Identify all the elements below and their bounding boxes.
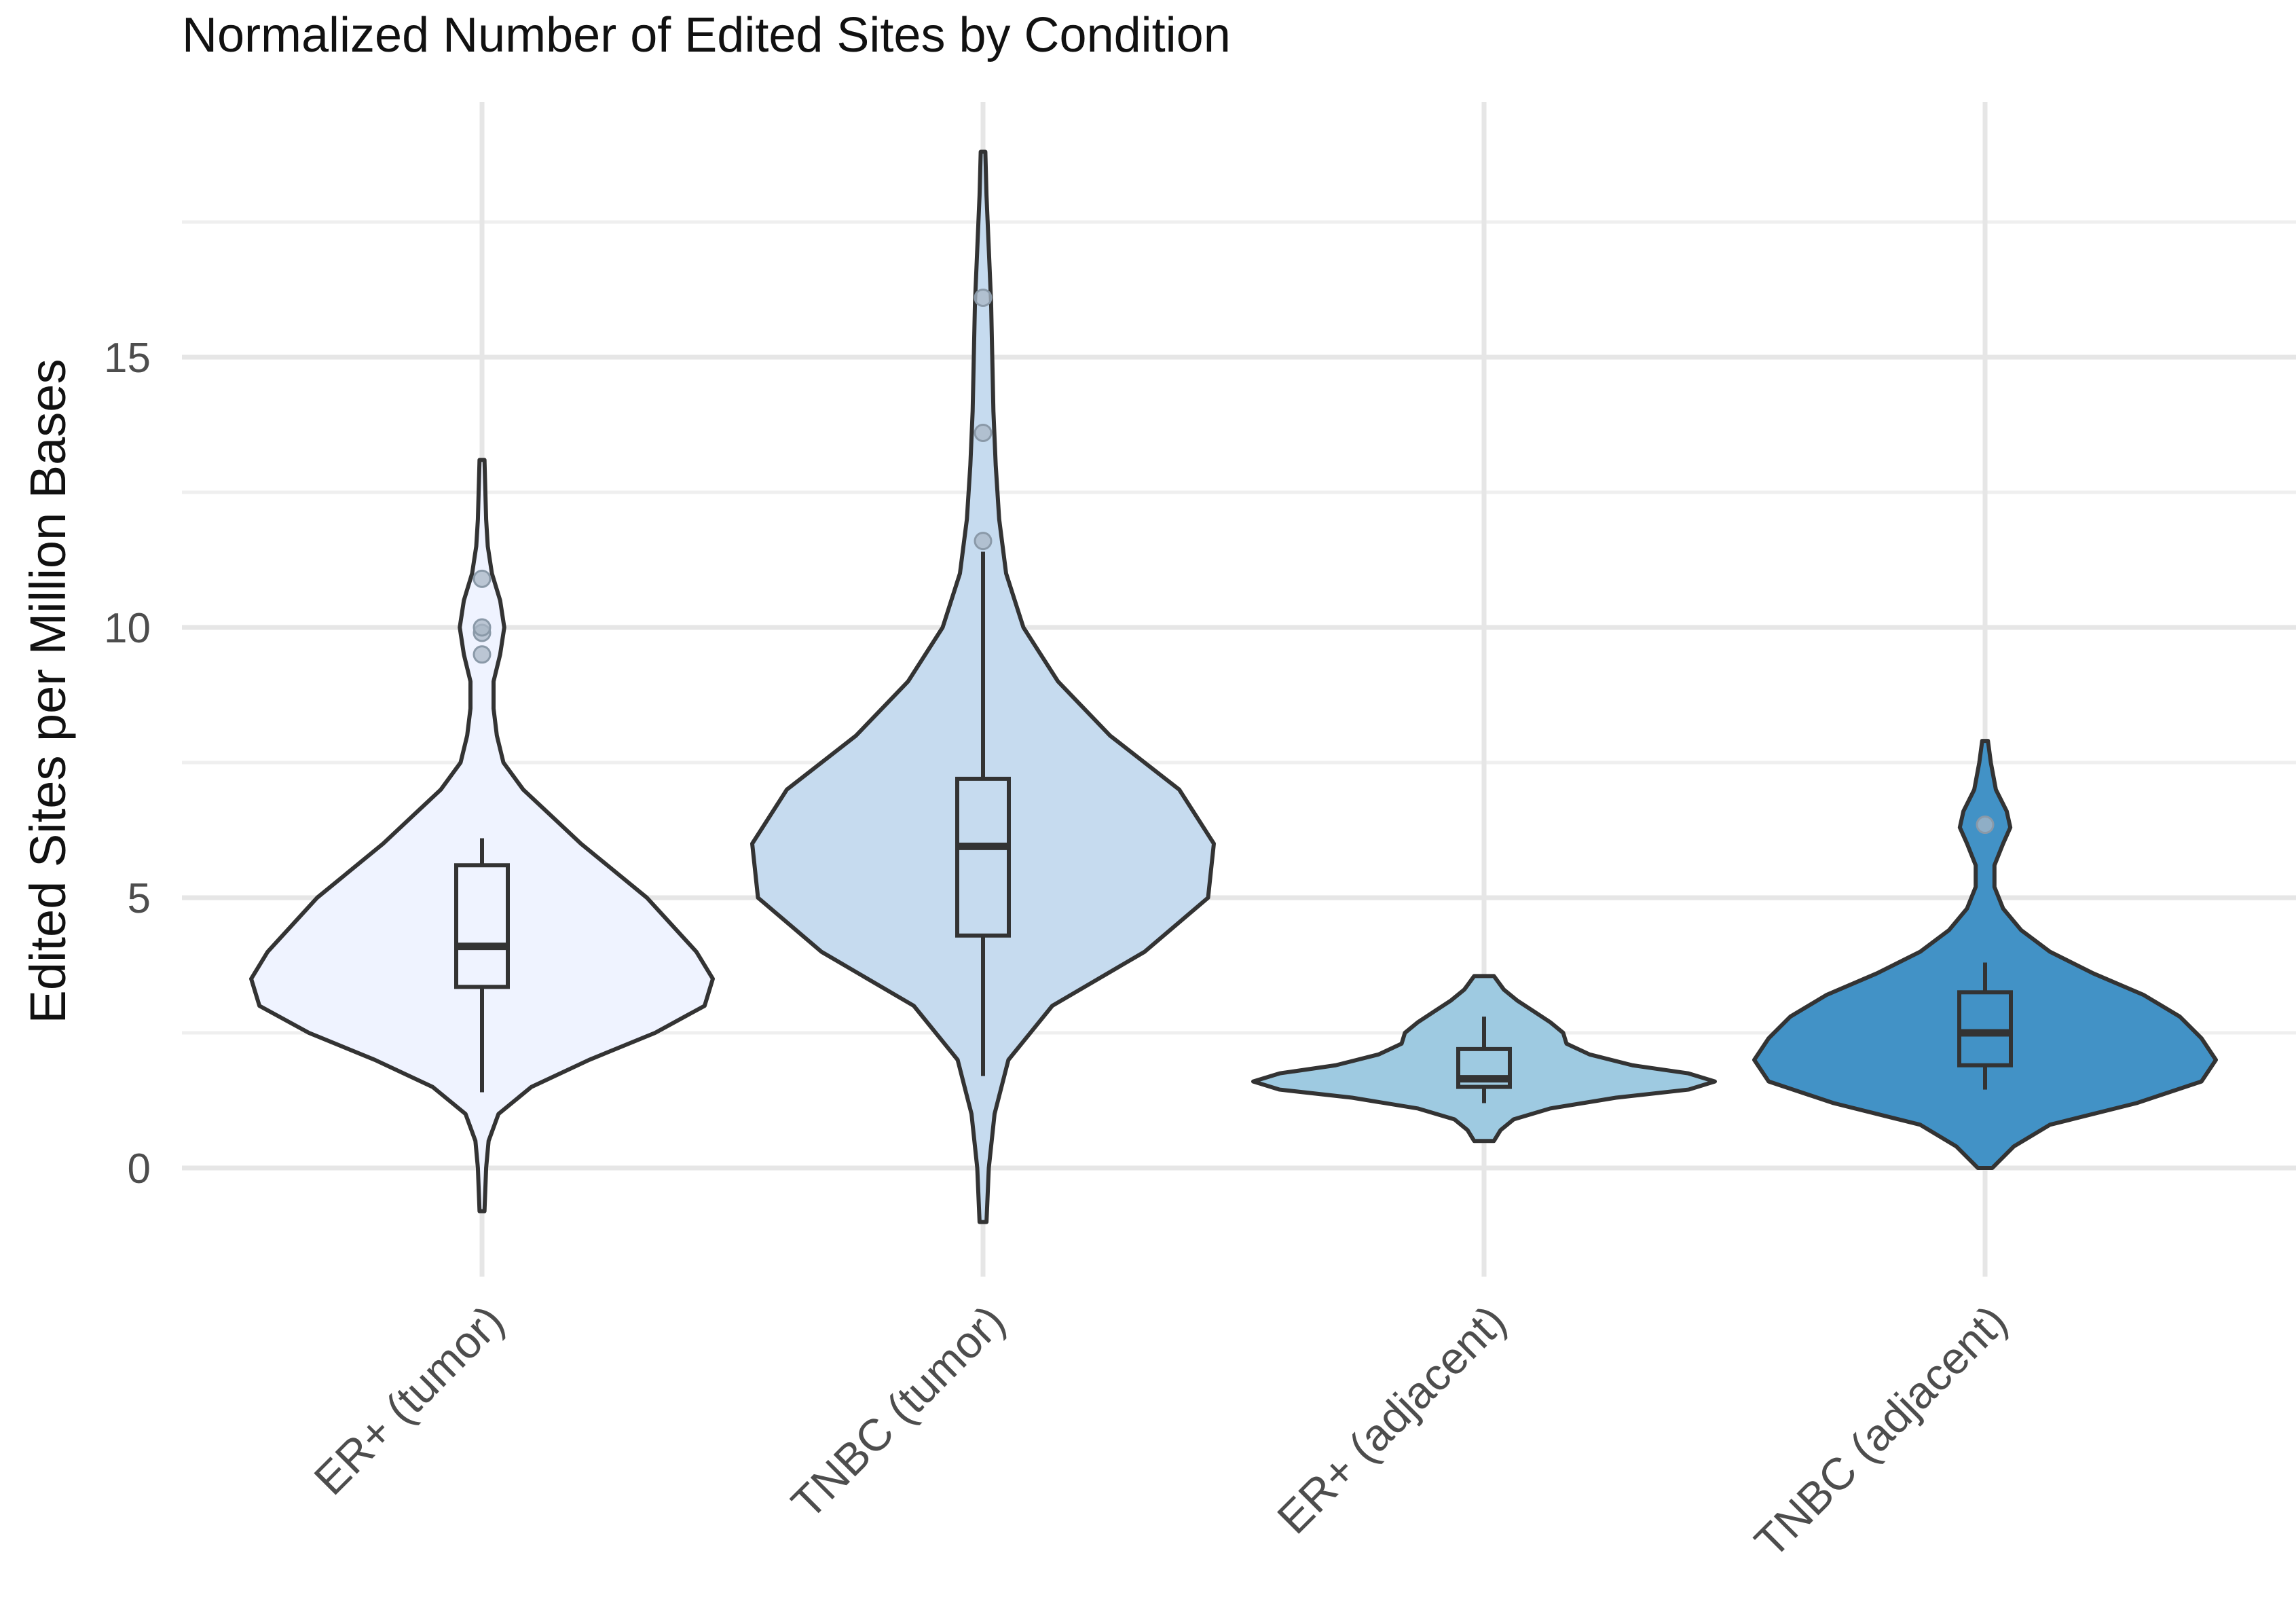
x-tick-label: TNBC (tumor) bbox=[781, 1296, 1014, 1529]
box-iqr bbox=[1957, 990, 2013, 1067]
outlier-point bbox=[974, 423, 993, 442]
x-tick-label: ER+ (tumor) bbox=[304, 1296, 513, 1505]
outlier-point bbox=[974, 288, 993, 307]
boxplots bbox=[454, 288, 2013, 1103]
y-tick-label: 0 bbox=[128, 1146, 151, 1192]
chart-title: Normalized Number of Edited Sites by Con… bbox=[182, 8, 1231, 62]
violin-3 bbox=[1752, 739, 2218, 1170]
x-axis-ticks: ER+ (tumor) TNBC (tumor) ER+ (adjacent) TNB… bbox=[304, 1296, 2016, 1567]
y-axis-ticks: 0 5 10 15 bbox=[104, 335, 151, 1192]
outlier-point bbox=[473, 618, 492, 637]
box-iqr bbox=[955, 776, 1011, 938]
box-iqr bbox=[454, 863, 510, 989]
outlier-point bbox=[974, 532, 993, 551]
outlier-point bbox=[1976, 816, 1995, 835]
violin-0 bbox=[249, 458, 715, 1213]
x-tick-label: TNBC (adjacent) bbox=[1745, 1296, 2016, 1567]
x-tick-label: ER+ (adjacent) bbox=[1267, 1296, 1515, 1543]
y-tick-label: 5 bbox=[128, 875, 151, 922]
outlier-point bbox=[473, 645, 492, 664]
y-tick-label: 15 bbox=[104, 335, 151, 382]
violins bbox=[249, 149, 2218, 1224]
y-axis-label: Edited Sites per Million Bases bbox=[20, 359, 76, 1024]
outlier-point bbox=[473, 569, 492, 588]
y-tick-label: 10 bbox=[104, 605, 151, 652]
